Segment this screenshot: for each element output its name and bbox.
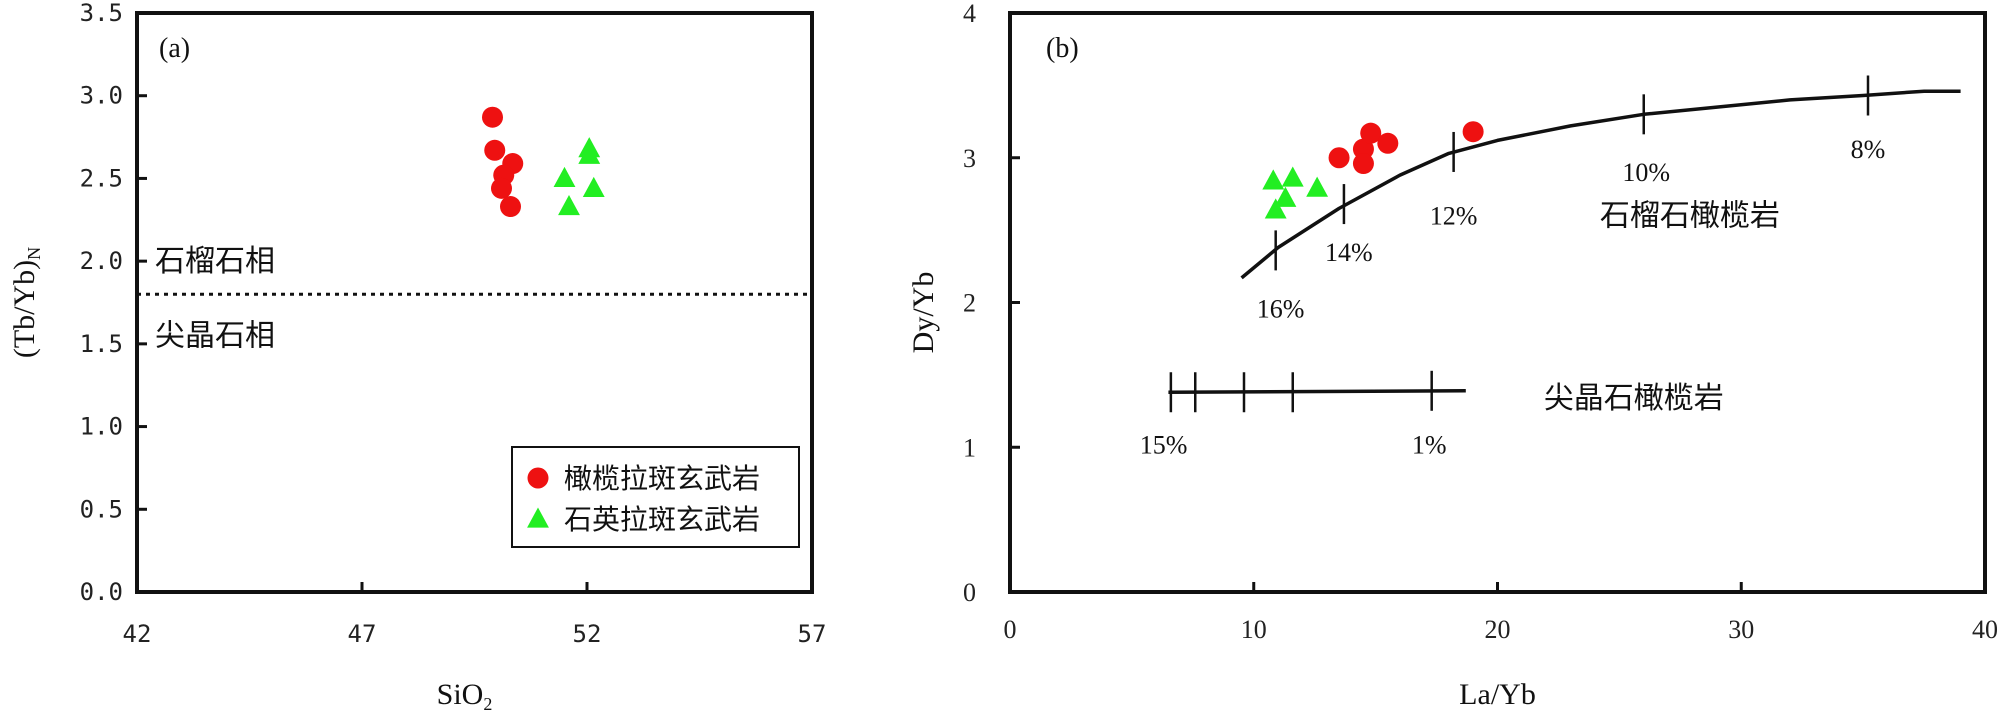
y-tick-label: 1.5 [80,330,123,358]
quartz-tholeiite-point [582,176,605,197]
y-tick-label: 3.5 [80,0,123,27]
y-tick-label: 0.0 [80,578,123,606]
x-tick-label: 10 [1241,615,1267,644]
panel-a-frame [135,11,814,594]
quartz-tholeiite-point [1262,169,1285,190]
x-tick-label: 30 [1728,615,1754,644]
x-tick-label: 40 [1972,615,1998,644]
garnet-peridotite-label: 石榴石橄榄岩 [1600,199,1780,234]
panel-a-label: (a) [159,33,190,64]
panel-a-x-axis-title-sub: 2 [483,694,492,712]
legend-label-quartz-tholeiite: 石英拉斑玄武岩 [564,503,760,536]
olivine-tholeiite-point [500,196,521,218]
y-tick-label: 2.5 [80,164,123,192]
panel-b-melting-curves: 16% 14% 12% 10% 8% 15% 1% [1140,75,1961,459]
olivine-tholeiite-point [1360,122,1382,144]
x-tick-label: 0 [1004,615,1017,644]
panel-a-y-axis-title-sub: N [24,247,44,260]
olivine-tholeiite-point [484,139,506,161]
y-tick-label: 2.0 [80,247,123,275]
garnet-facies-label: 石榴石相 [155,244,275,279]
quartz-tholeiite-point [578,143,601,164]
quartz-tholeiite-point [1274,186,1297,207]
melting-degree-label: 12% [1430,202,1478,231]
legend-circle-marker [527,467,549,489]
panel-a-x-axis-title-main: SiO [437,678,484,711]
melting-degree-label: 8% [1851,135,1886,164]
x-tick-label: 42 [123,620,152,648]
panel-a-axes: 0.0 0.5 1.0 1.5 2.0 2.5 3.0 3.5 42 47 52 57 [80,0,827,648]
legend-triangle-marker [527,507,549,528]
olivine-tholeiite-point [1328,147,1350,169]
panel-b-x-axis-title: La/Yb [1459,678,1536,711]
melting-degree-label: 14% [1325,238,1373,267]
olivine-tholeiite-point [1462,121,1484,143]
spinel-peridotite-label: 尖晶石橄榄岩 [1544,381,1724,416]
panel-b-y-axis-title: Dy/Yb [907,272,940,354]
olivine-tholeiite-point [482,106,503,128]
panel-a-region-labels: 石榴石相 尖晶石相 [155,244,275,353]
melting-degree-label: 16% [1257,294,1305,323]
quartz-tholeiite-point [1281,166,1304,187]
quartz-tholeiite-point [558,195,580,216]
y-tick-label: 4 [963,0,976,28]
svg-text:(Tb/Yb)N: (Tb/Yb)N [8,247,44,358]
y-tick-label: 2 [963,289,976,318]
panel-a-y-axis-title: (Tb/Yb)N [8,247,44,358]
panel-b-data-points [1262,121,1484,219]
quartz-tholeiite-point [1306,176,1329,197]
melting-degree-label: 1% [1412,430,1447,459]
spinel-facies-label: 尖晶石相 [155,319,275,354]
panel-a-legend: 橄榄拉斑玄武岩 石英拉斑玄武岩 [511,446,800,548]
melting-degree-label: 10% [1622,158,1670,187]
x-tick-label: 20 [1485,615,1511,644]
y-tick-label: 3.0 [80,82,123,110]
panel-b-label: (b) [1046,33,1079,64]
panel-a-y-axis-title-main: (Tb/Yb) [8,260,41,358]
quartz-tholeiite-point [553,166,576,188]
panel-a-x-axis-title: SiO2 [437,678,493,712]
y-tick-label: 3 [963,144,976,173]
olivine-tholeiite-point [1377,132,1399,154]
y-tick-label: 1 [963,433,976,462]
panel-a-data-points [482,106,605,218]
x-tick-label: 47 [348,620,377,648]
garnet-peridotite-curve [1240,89,1961,280]
panel-a-chart: 0.0 0.5 1.0 1.5 2.0 2.5 3.0 3.5 42 47 52 57 (a) (Tb… [8,0,826,712]
spinel-peridotite-curve [1168,389,1466,394]
legend-label-olivine-tholeiite: 橄榄拉斑玄武岩 [564,462,760,495]
x-tick-label: 52 [573,620,602,648]
legend-box [511,446,800,548]
panel-b-frame [1008,11,1987,594]
y-tick-label: 0.5 [80,495,123,523]
melting-degree-label: 15% [1140,430,1188,459]
y-tick-label: 1.0 [80,413,123,441]
olivine-tholeiite-point [1352,138,1374,160]
x-tick-label: 57 [798,620,827,648]
y-tick-label: 0 [963,578,976,607]
quartz-tholeiite-point [1264,198,1287,219]
olivine-tholeiite-point [1352,153,1374,175]
olivine-tholeiite-point [491,177,512,199]
